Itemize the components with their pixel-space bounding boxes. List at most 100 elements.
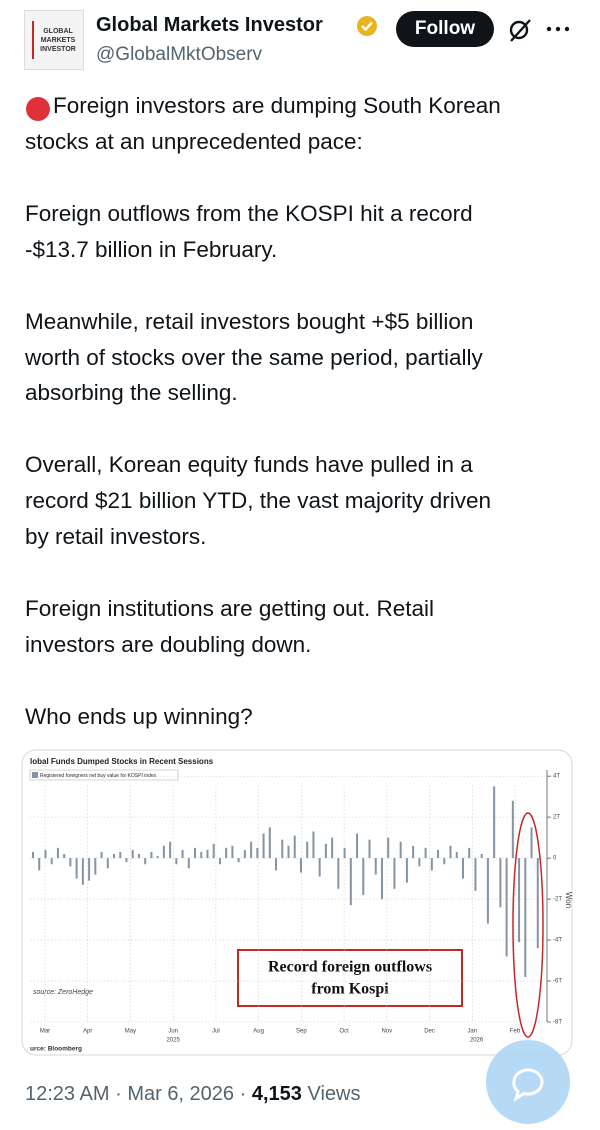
bar	[499, 858, 502, 908]
bar	[393, 858, 396, 889]
bar	[387, 837, 390, 859]
x-tick-label: Feb	[510, 1029, 521, 1035]
bar	[262, 833, 265, 859]
bar	[374, 858, 377, 875]
bar	[150, 851, 153, 859]
bar	[443, 858, 446, 865]
time[interactable]: 12:23 AM	[25, 1083, 110, 1105]
bar	[405, 858, 408, 883]
source-label: source: ZeroHedge	[33, 989, 93, 996]
y-tick-label: -6T	[553, 979, 562, 985]
follow-button[interactable]: Follow	[396, 11, 494, 47]
bar	[287, 845, 290, 859]
bar	[106, 858, 109, 869]
bar	[461, 858, 464, 879]
more-icon[interactable]	[544, 22, 574, 36]
grok-icon[interactable]	[506, 16, 534, 44]
legend-box	[29, 769, 179, 781]
year-label: 2025	[167, 1038, 181, 1044]
views-count: 4,153	[251, 1083, 302, 1105]
bar	[250, 841, 253, 859]
bar	[212, 843, 215, 859]
bar	[131, 849, 134, 859]
bar	[69, 858, 72, 867]
bar	[206, 849, 209, 859]
bar	[162, 845, 165, 859]
bar	[349, 858, 352, 906]
avatar-text: MARKETS	[41, 37, 76, 44]
bar	[181, 849, 184, 859]
bar	[437, 849, 440, 859]
bar	[430, 858, 433, 871]
chat-button[interactable]	[484, 1038, 572, 1126]
image-frame	[21, 749, 573, 1056]
separator: ·	[239, 1083, 247, 1105]
bar	[418, 858, 421, 867]
tweet-meta: 12:23 AM · Mar 6, 2026 · 4,153 Views	[25, 1083, 360, 1106]
bar	[281, 839, 284, 859]
bar	[331, 837, 334, 859]
bar	[75, 858, 78, 879]
bar	[119, 851, 122, 859]
annotation: from Kospi	[311, 981, 389, 998]
bar	[187, 858, 190, 869]
tweet-line: Foreign outflows from the KOSPI hit a re…	[25, 200, 473, 226]
tweet-line: investors are doubling down.	[25, 631, 312, 657]
tweet-line: stocks at an unprecedented pace:	[25, 128, 363, 154]
bar	[480, 854, 483, 859]
red-circle-emoji	[26, 97, 50, 121]
handle[interactable]: @GlobalMktObserv	[96, 44, 263, 65]
avatar[interactable]: GLOBAL MARKETS INVESTOR	[24, 10, 84, 70]
tweet-line: Overall, Korean equity funds have pulled…	[25, 452, 473, 478]
bar	[324, 843, 327, 859]
bar	[243, 849, 246, 859]
bar	[144, 858, 147, 865]
y-tick-label: 2T	[553, 815, 560, 821]
separator: ·	[115, 1083, 122, 1105]
display-name[interactable]: Global Markets Investor	[96, 14, 323, 36]
bar	[293, 835, 296, 859]
tweet-line: Who ends up winning?	[25, 703, 253, 729]
bar	[424, 847, 427, 859]
bar	[237, 858, 240, 863]
bar	[493, 786, 496, 859]
y-tick-label: 4T	[553, 774, 560, 780]
date[interactable]: Mar 6, 2026	[127, 1083, 235, 1105]
bar	[63, 854, 66, 859]
bar	[337, 858, 340, 889]
bar	[44, 849, 47, 859]
avatar-logo: GLOBAL MARKETS INVESTOR	[32, 21, 76, 59]
y-axis-label: Won	[564, 892, 573, 908]
bar	[455, 851, 458, 859]
bar	[536, 858, 539, 949]
bar	[169, 841, 172, 859]
bar	[175, 858, 178, 865]
tweet-line: record $21 billion YTD, the vast majorit…	[25, 488, 492, 514]
tweet-line: worth of stocks over the same period, pa…	[25, 344, 483, 370]
annotation-box	[237, 949, 463, 1007]
tweet-line: by retail investors.	[25, 523, 207, 549]
bar	[380, 858, 383, 900]
bar	[362, 858, 365, 895]
highlight-ellipse	[512, 812, 544, 1038]
bar	[468, 847, 471, 859]
bar	[50, 858, 53, 865]
bar	[356, 833, 359, 859]
bar	[137, 854, 140, 859]
source-label: urce: Bloomberg	[30, 1046, 82, 1053]
bar	[225, 847, 228, 859]
x-tick-label: Nov	[381, 1029, 392, 1035]
x-tick-label: Mar	[40, 1029, 50, 1035]
views-label: Views	[307, 1083, 361, 1105]
bar	[312, 831, 315, 859]
x-tick-label: Jan	[467, 1029, 477, 1035]
bar	[200, 851, 203, 859]
x-tick-label: Sep	[296, 1029, 307, 1035]
bar	[88, 858, 91, 881]
verified-badge	[357, 16, 377, 36]
bar	[156, 856, 159, 859]
x-tick-label: Aug	[253, 1029, 264, 1035]
bar	[306, 841, 309, 859]
tweet-line: absorbing the selling.	[25, 380, 238, 406]
